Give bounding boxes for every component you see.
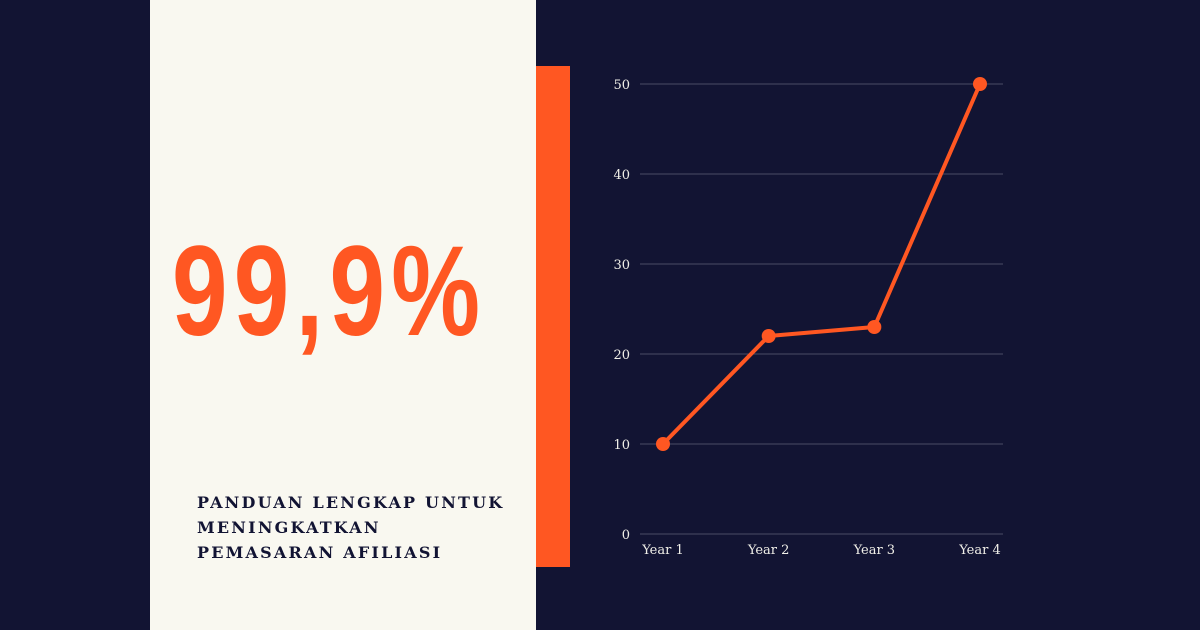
subtitle: PANDUAN LENGKAP UNTUK MENINGKATKAN PEMAS… (197, 490, 517, 565)
y-tick-label: 40 (613, 168, 630, 183)
subtitle-line-1: PANDUAN LENGKAP UNTUK (197, 493, 505, 512)
y-tick-label: 0 (622, 528, 630, 543)
data-point (761, 329, 776, 343)
y-tick-label: 10 (613, 438, 630, 453)
series-line (661, 82, 982, 446)
data-point (656, 437, 670, 451)
y-tick-label: 50 (613, 78, 630, 93)
data-point (973, 77, 987, 91)
headline-stat: 99,9% (172, 220, 487, 363)
x-tick-label: Year 3 (853, 543, 896, 558)
y-tick-label: 20 (613, 348, 630, 363)
data-point (867, 320, 882, 334)
y-tick-label: 30 (613, 258, 630, 273)
x-tick-label: Year 4 (958, 543, 1001, 558)
left-panel (150, 0, 536, 630)
x-tick-label: Year 1 (641, 543, 684, 558)
accent-bar (536, 66, 570, 567)
line-chart: 0 10 20 30 40 50 Year 1 Year 2 Year 3 Year 4 (613, 77, 1003, 558)
x-tick-label: Year 2 (747, 543, 790, 558)
subtitle-line-3: PEMASARAN AFILIASI (197, 543, 443, 562)
subtitle-line-2: MENINGKATKAN (197, 518, 381, 537)
